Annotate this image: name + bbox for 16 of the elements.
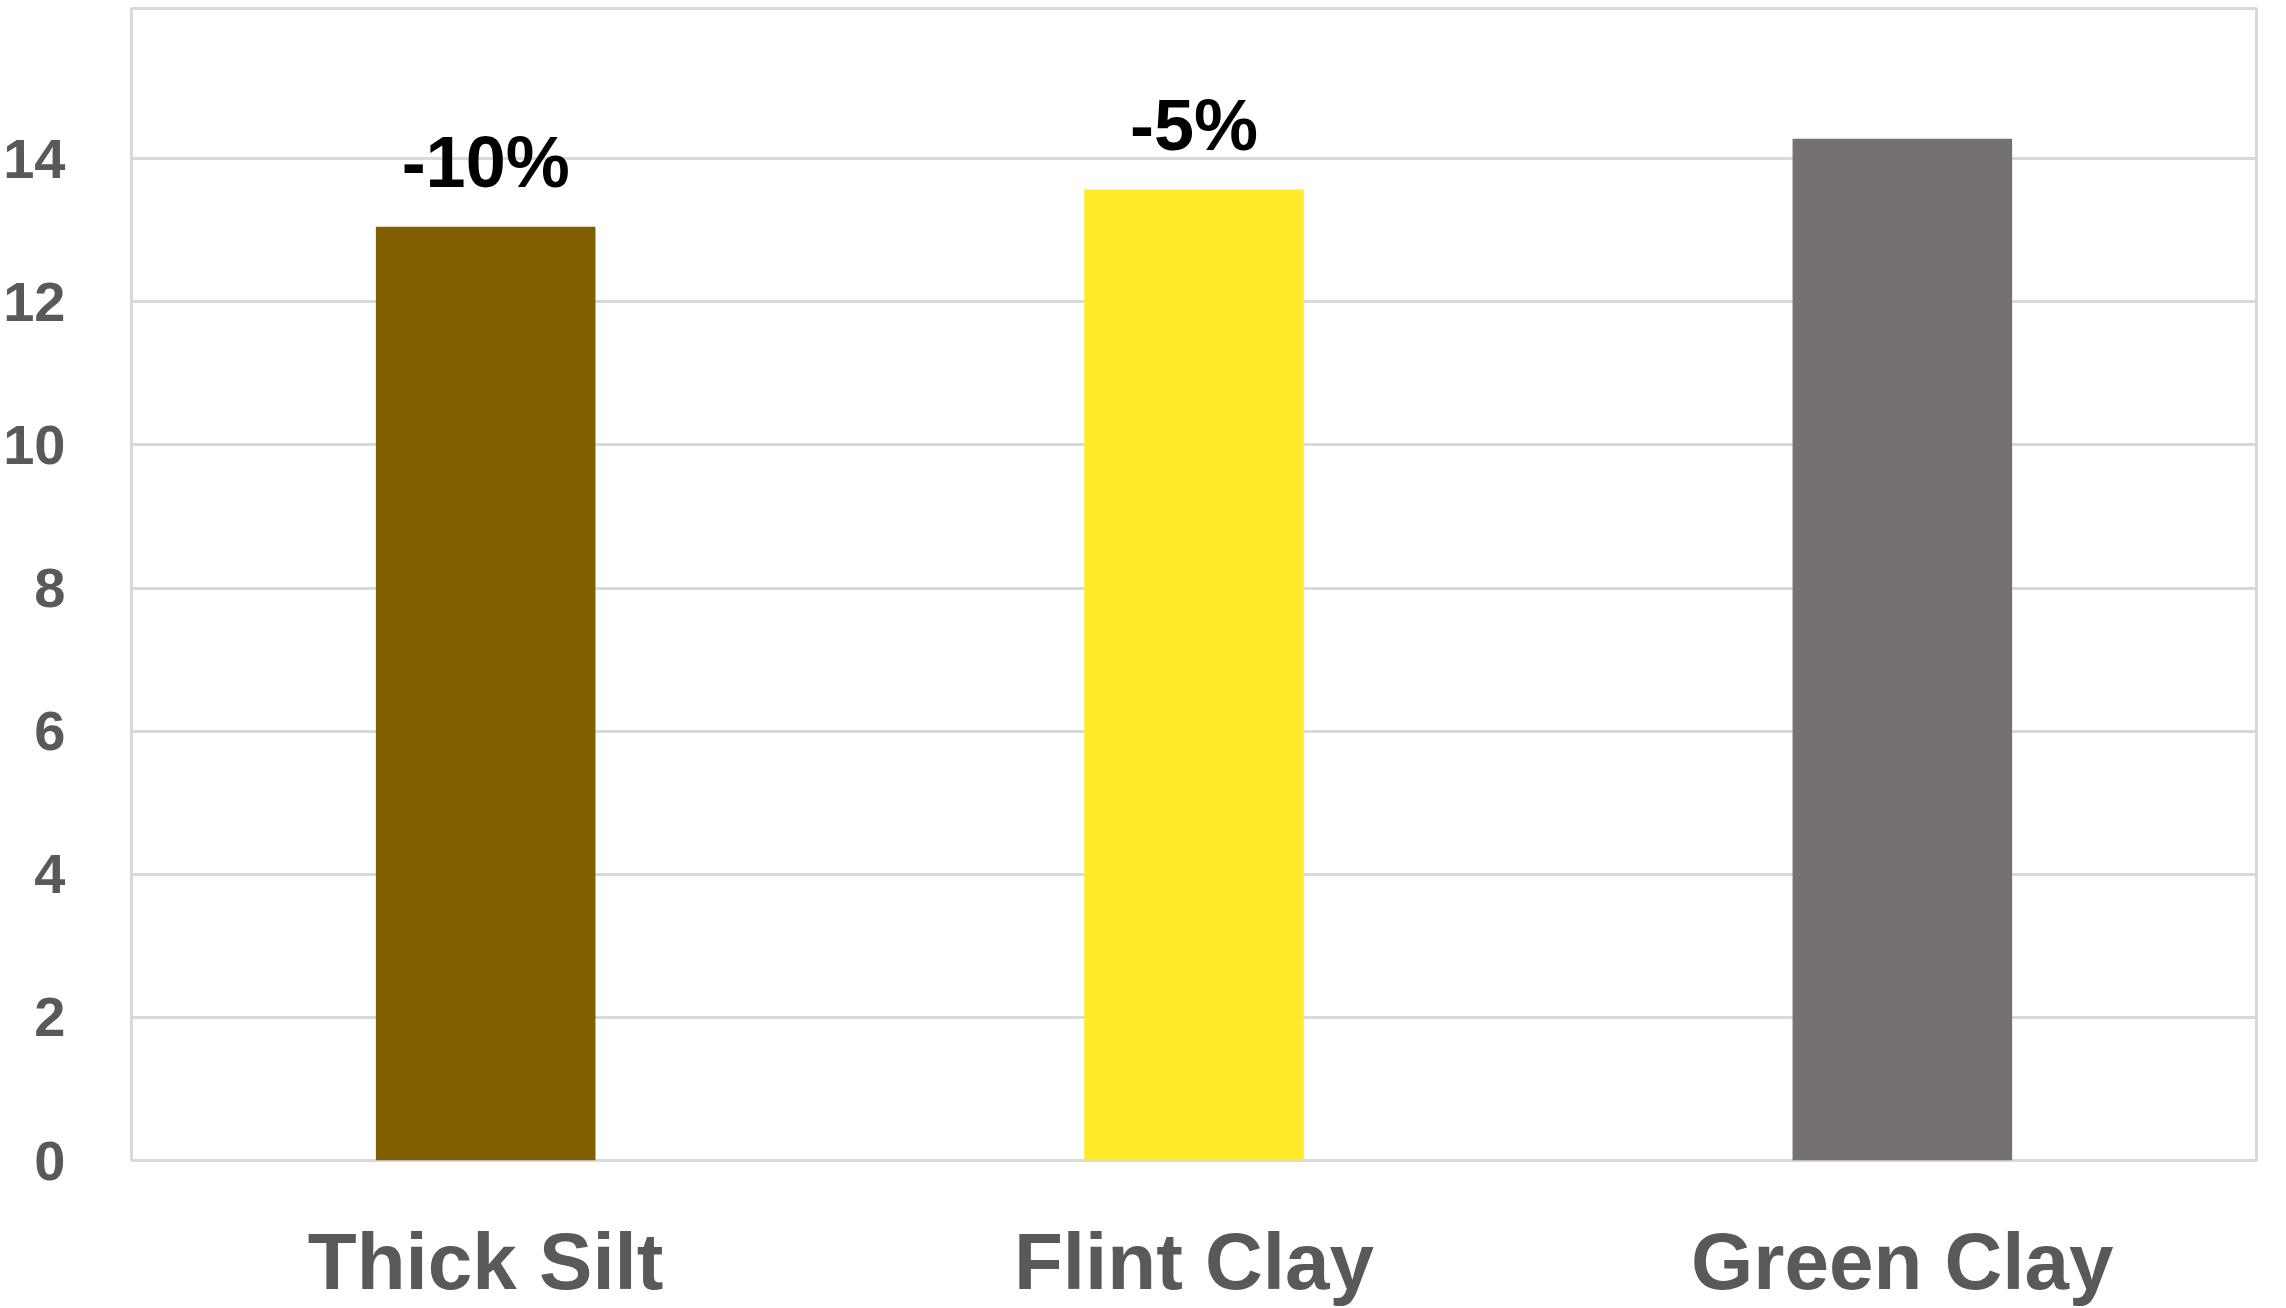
y-tick-label: 12 [3,269,66,333]
x-tick-label: Green Clay [1691,1216,2115,1306]
y-tick-label: 8 [34,556,66,620]
y-tick-label: 2 [34,985,66,1049]
bar [1084,189,1304,1161]
y-tick-label: 6 [34,699,66,763]
y-tick-label: 0 [34,1128,66,1192]
bar [375,226,596,1161]
x-tick-label: Flint Clay [1013,1216,1375,1306]
bar [1792,138,2013,1161]
annotation: -5% [1129,84,1259,165]
y-tick-label: 4 [34,842,66,906]
annotation: -10% [401,121,570,202]
y-tick-label: 14 [3,126,66,190]
x-tick-label: Thick Silt [307,1216,664,1306]
y-tick-label: 10 [3,412,66,476]
